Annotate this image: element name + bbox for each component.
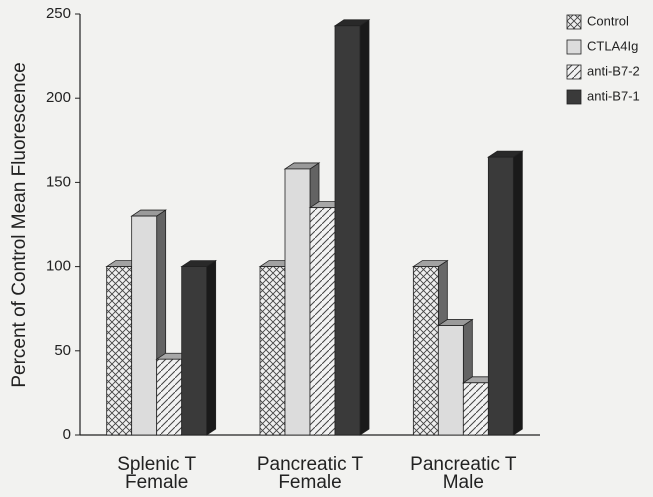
bar-face [106, 266, 133, 436]
bar-face [131, 215, 158, 436]
bar-face [181, 266, 208, 436]
bar [180, 259, 217, 436]
y-tick-label: 200 [46, 89, 71, 106]
bar-face [437, 325, 464, 436]
x-tick-label: Splenic T [117, 454, 196, 475]
legend-swatch [566, 14, 582, 30]
bar-face [156, 358, 183, 436]
bar-face [284, 168, 311, 436]
bar-face [359, 19, 370, 436]
x-tick-label: Female [278, 472, 341, 493]
x-tick-label: Pancreatic T [410, 454, 517, 475]
bar-face [259, 266, 286, 436]
legend-swatch [566, 39, 582, 55]
y-axis-label: Percent of Control Mean Fluorescence [9, 62, 30, 387]
legend-swatch [566, 89, 582, 105]
legend-swatch [566, 64, 582, 80]
bar-face [512, 150, 523, 436]
bar [487, 150, 524, 436]
y-tick-label: 100 [46, 258, 71, 275]
x-tick-label: Female [125, 472, 188, 493]
x-tick-label: Male [443, 472, 484, 493]
bar-face [309, 207, 336, 436]
bar [333, 19, 371, 436]
bar-face [412, 266, 439, 436]
bar-face [487, 156, 514, 436]
legend-label: Control [587, 13, 629, 28]
bar-face [334, 25, 361, 436]
legend-label: anti-B7-2 [587, 63, 640, 78]
bar-face [462, 382, 489, 436]
legend-label: anti-B7-1 [587, 88, 640, 103]
bar-face [206, 259, 217, 436]
y-tick-label: 150 [46, 173, 71, 190]
y-tick-label: 50 [54, 342, 71, 359]
legend-label: CTLA4Ig [587, 38, 638, 53]
y-tick-label: 250 [46, 5, 71, 22]
x-tick-label: Pancreatic T [257, 454, 364, 475]
y-tick-label: 0 [63, 426, 71, 443]
